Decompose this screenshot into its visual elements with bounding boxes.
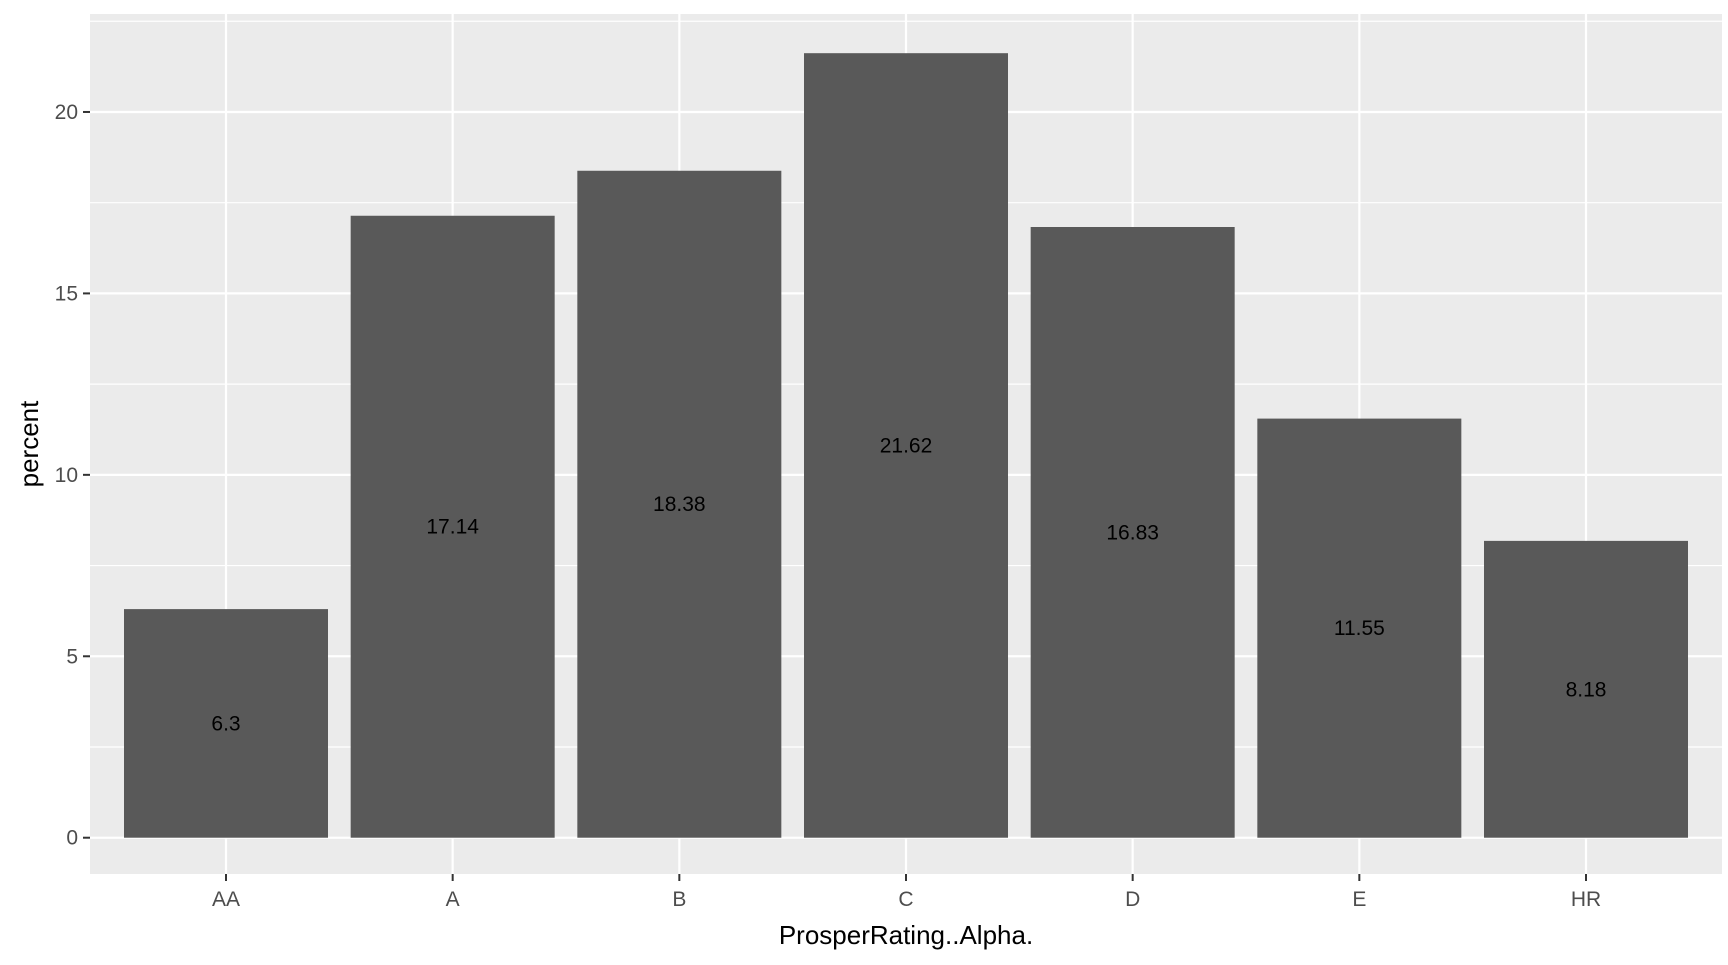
bar-value-label: 8.18 [1566,678,1607,701]
y-axis: 0 5 10 15 20 [55,101,90,850]
bar-value-label: 18.38 [653,493,706,516]
bar-c [804,53,1008,838]
x-tick-label: E [1352,888,1366,911]
y-tick-label: 0 [66,827,78,850]
x-tick-label: D [1125,888,1140,911]
x-tick-label: A [446,888,460,911]
bar-value-label: 21.62 [880,434,933,457]
bar-value-label: 11.55 [1334,617,1385,640]
bar-labels: 6.3 17.14 18.38 21.62 16.83 11.55 8.18 [211,434,1606,735]
bar-value-label: 17.14 [426,516,479,539]
bar-e [1257,418,1462,838]
bar-aa [124,609,328,838]
bar-b [577,170,782,838]
x-axis: AA A B C D E HR [212,874,1601,911]
x-tick-label: B [672,888,686,911]
y-tick-label: 10 [55,464,78,487]
x-tick-label: HR [1571,888,1601,911]
bar-value-label: 16.83 [1106,521,1159,544]
x-tick-label: C [898,888,913,911]
bar-a [350,215,555,838]
y-tick-label: 20 [55,101,78,124]
bar-d [1030,227,1235,838]
x-axis-title: ProsperRating..Alpha. [779,920,1033,950]
bars [124,53,1688,838]
y-axis-title: percent [14,400,44,487]
y-tick-label: 5 [66,645,78,668]
bar-value-label: 6.3 [211,712,240,735]
x-tick-label: AA [212,888,240,911]
bar-hr [1484,540,1688,838]
y-tick-label: 15 [55,282,78,305]
